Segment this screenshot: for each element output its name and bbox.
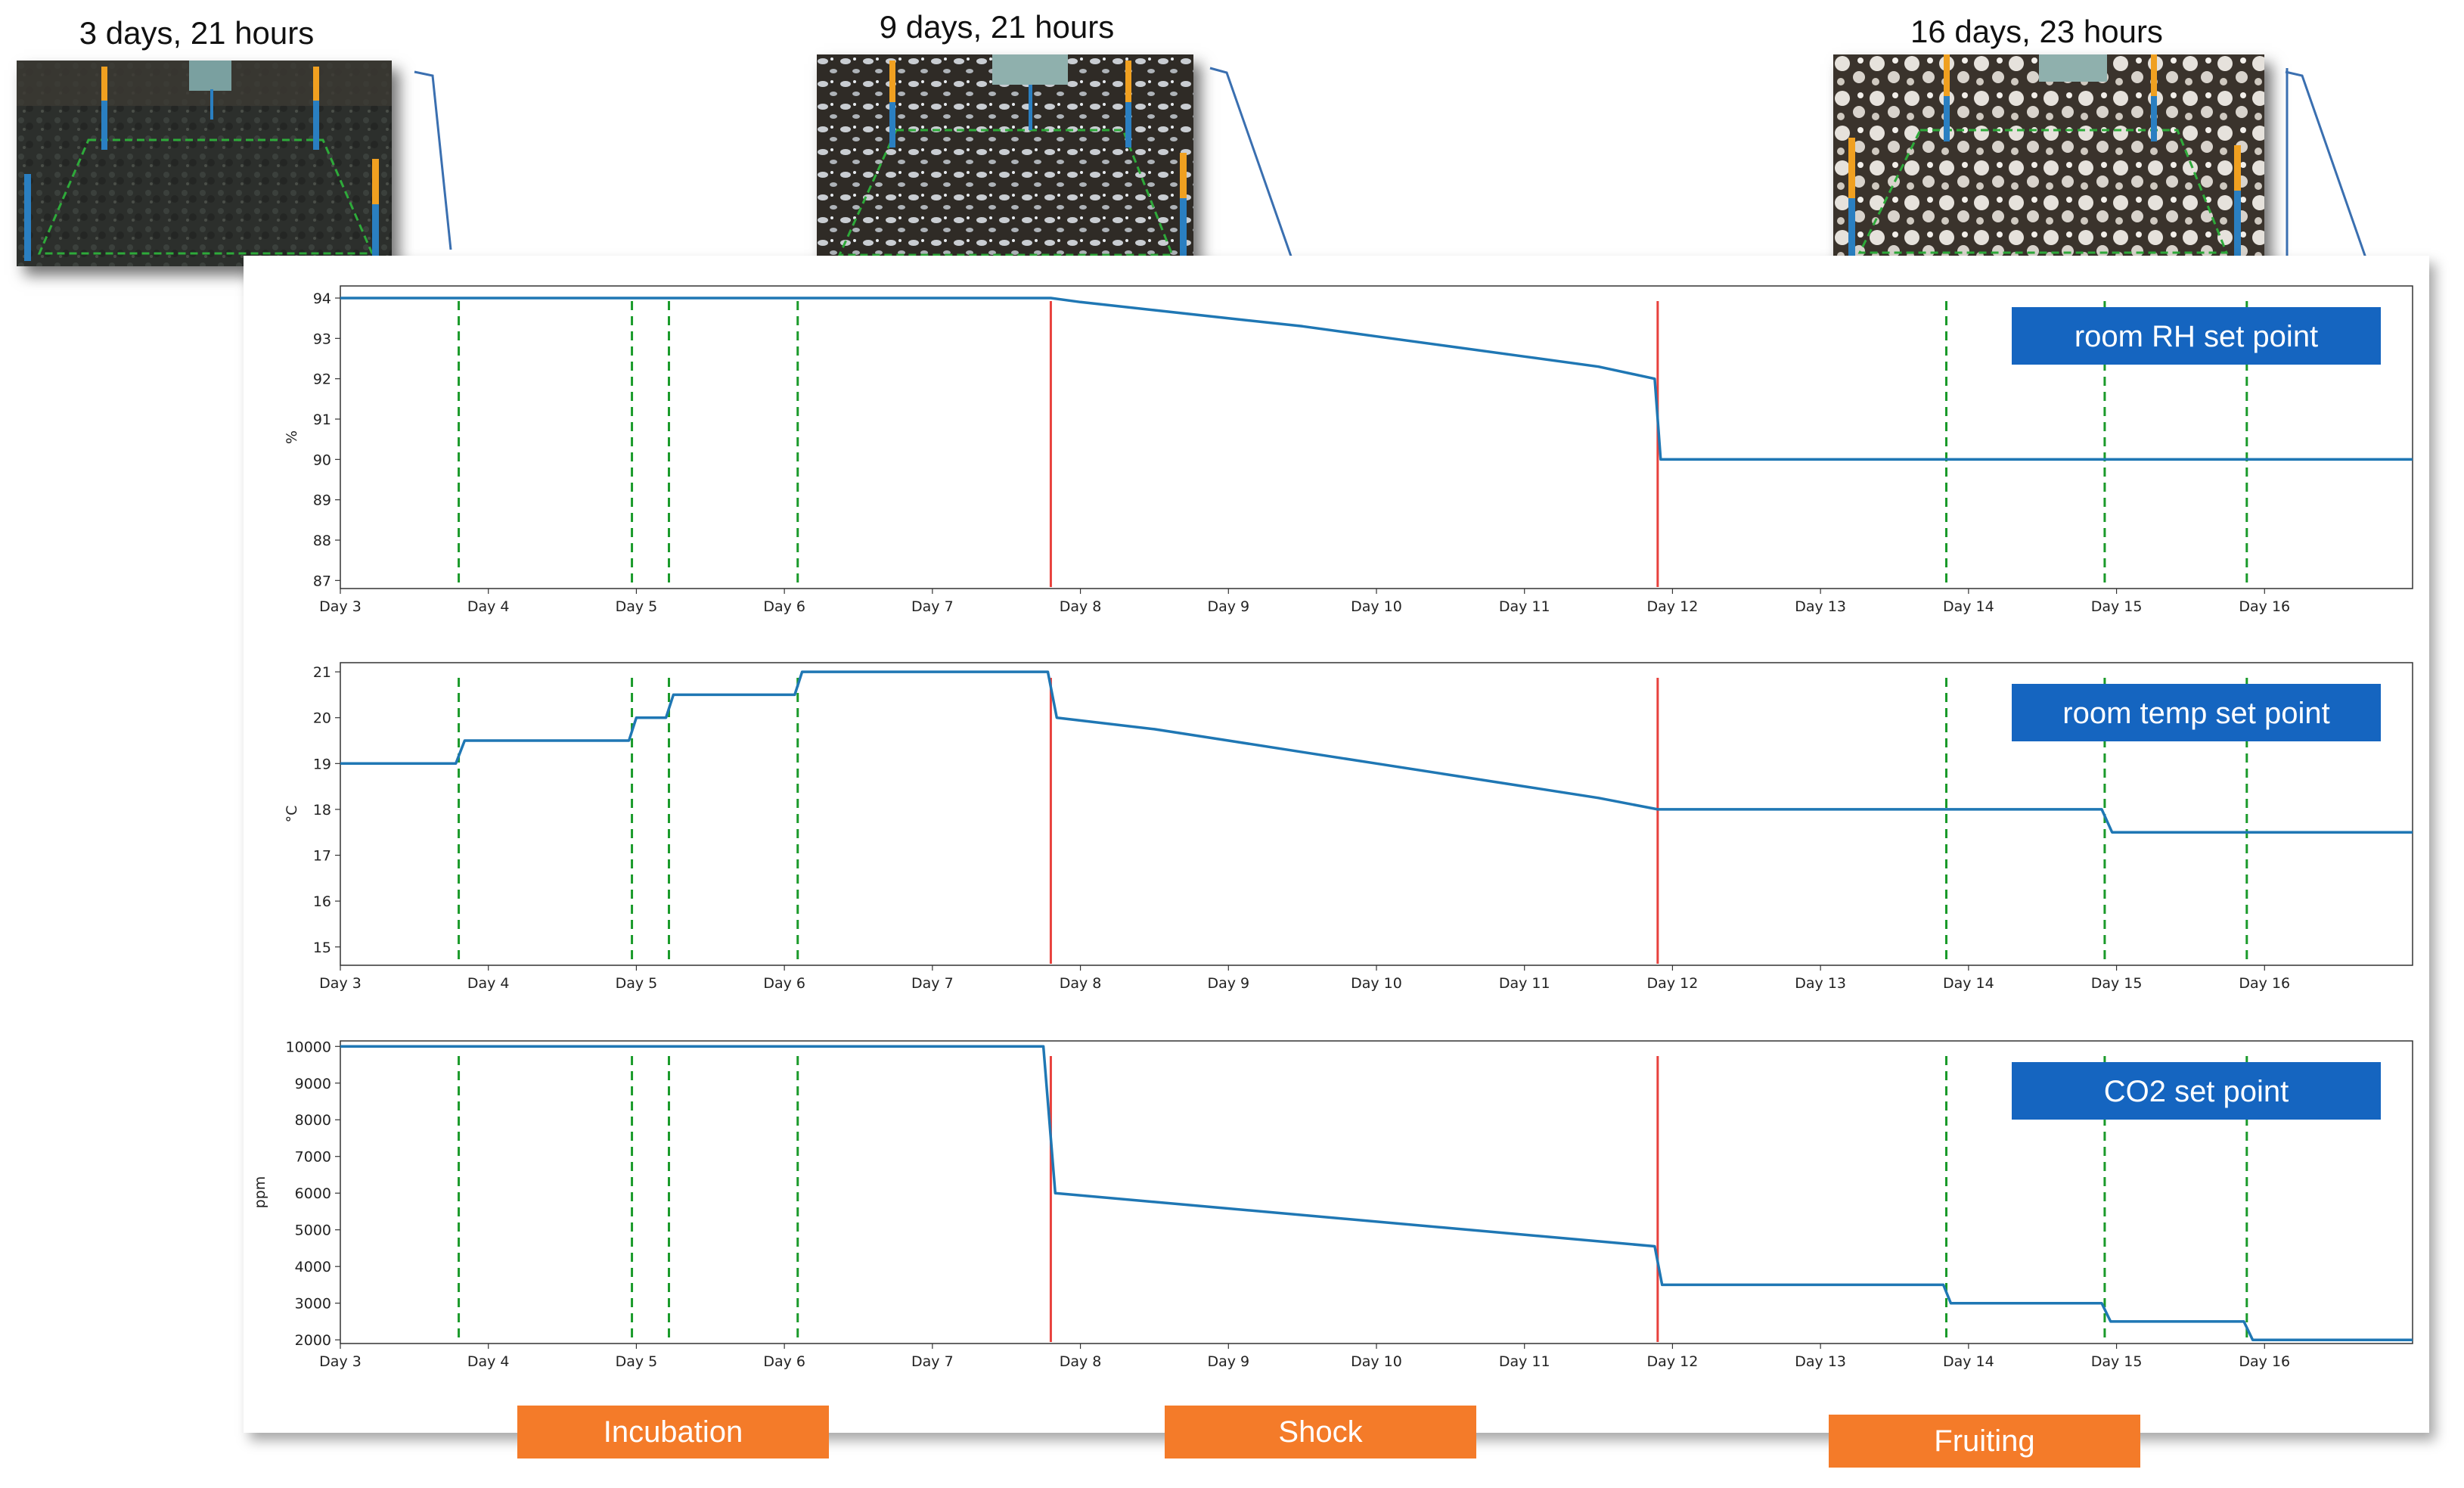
x-tick-label: Day 4 (467, 1353, 510, 1370)
y-tick-label: 21 (313, 664, 331, 681)
y-tick-label: 92 (313, 371, 331, 388)
setpoint-badge-label: room temp set point (2062, 697, 2330, 730)
y-tick-label: 7000 (295, 1149, 331, 1166)
x-tick-label: Day 6 (763, 975, 805, 992)
setpoint-charts: Day 3 Day 4 Day 5 Day 6 Day 7 Day 8 Day 9 Day 1… (252, 285, 2413, 1370)
x-tick-label: Day 11 (1499, 1353, 1550, 1370)
setpoint-series-line (340, 297, 2413, 461)
y-tick-label: 6000 (295, 1185, 331, 1202)
connector-2 (1209, 67, 1301, 281)
y-tick-label: 87 (313, 573, 331, 589)
x-tick-label: Day 12 (1647, 598, 1699, 615)
y-axis-label: % (284, 430, 300, 444)
x-tick-label: Day 9 (1207, 1353, 1249, 1370)
y-tick-label: 90 (313, 452, 331, 468)
x-tick-label: Day 4 (467, 975, 510, 992)
y-tick-label: 94 (313, 290, 331, 307)
x-tick-label: Day 15 (2091, 598, 2143, 615)
photo-label-3: 16 days, 23 hours (1910, 14, 2163, 49)
x-tick-label: Day 9 (1207, 975, 1249, 992)
phase-incubation: Incubation (517, 1406, 829, 1458)
x-tick-label: Day 13 (1795, 598, 1846, 615)
x-tick-label: Day 10 (1351, 1353, 1402, 1370)
y-tick-label: 8000 (295, 1112, 331, 1129)
x-tick-label: Day 8 (1060, 598, 1102, 615)
connector-1 (414, 70, 452, 250)
x-tick-label: Day 14 (1943, 1353, 1994, 1370)
x-tick-label: Day 9 (1207, 598, 1249, 615)
x-tick-label: Day 6 (763, 598, 805, 615)
x-tick-label: Day 12 (1647, 975, 1699, 992)
setpoint-badge (2012, 684, 2381, 741)
y-tick-label: 19 (313, 756, 331, 772)
setpoint-badge (2012, 307, 2381, 365)
x-tick-label: Day 7 (911, 598, 954, 615)
x-tick-label: Day 3 (319, 1353, 362, 1370)
setpoint-series-line (340, 670, 2413, 834)
setpoint-badge-label: CO2 set point (2104, 1075, 2289, 1108)
y-tick-label: 15 (313, 940, 331, 956)
y-tick-label: 2000 (295, 1332, 331, 1349)
chart-panel: Day 3 Day 4 Day 5 Day 6 Day 7 Day 8 Day 9 Day 1… (244, 256, 2429, 1433)
y-tick-label: 4000 (295, 1259, 331, 1275)
x-tick-label: Day 10 (1351, 598, 1402, 615)
setpoint-badge-label: room RH set point (2075, 320, 2318, 353)
photo-label-2: 9 days, 21 hours (879, 9, 1115, 45)
y-tick-label: 3000 (295, 1296, 331, 1312)
mushroom-bed-photo-day9 (817, 54, 1193, 265)
y-tick-label: 88 (313, 533, 331, 549)
y-tick-label: 20 (313, 710, 331, 727)
photo-label-1: 3 days, 21 hours (79, 15, 315, 51)
setpoint-badge (2012, 1062, 2381, 1120)
x-tick-label: Day 3 (319, 975, 362, 992)
y-tick-label: 9000 (295, 1076, 331, 1092)
x-tick-label: Day 14 (1943, 598, 1994, 615)
y-tick-label: 91 (313, 412, 331, 428)
x-tick-label: Day 5 (616, 975, 658, 992)
y-axis-label: ppm (252, 1176, 268, 1209)
x-tick-label: Day 11 (1499, 598, 1550, 615)
x-tick-label: Day 13 (1795, 975, 1846, 992)
x-tick-label: Day 16 (2239, 975, 2290, 992)
y-tick-label: 89 (313, 492, 331, 509)
x-tick-label: Day 13 (1795, 1353, 1846, 1370)
x-tick-label: Day 5 (616, 598, 658, 615)
x-tick-label: Day 15 (2091, 975, 2143, 992)
mushroom-bed-photo-day16 (1833, 54, 2264, 268)
x-tick-label: Day 11 (1499, 975, 1550, 992)
setpoint-series-line (340, 1045, 2413, 1341)
phase-shock: Shock (1165, 1406, 1476, 1458)
x-tick-label: Day 10 (1351, 975, 1402, 992)
x-tick-label: Day 8 (1060, 975, 1102, 992)
x-tick-label: Day 8 (1060, 1353, 1102, 1370)
y-tick-label: 5000 (295, 1222, 331, 1239)
x-tick-label: Day 3 (319, 598, 362, 615)
chart-1: Day 3 Day 4 Day 5 Day 6 Day 7 Day 8 Day 9 Day 1… (284, 285, 2413, 615)
y-tick-label: 93 (313, 331, 331, 347)
chart-2: Day 3 Day 4 Day 5 Day 6 Day 7 Day 8 Day 9 Day 1… (284, 662, 2413, 992)
y-tick-label: 10000 (286, 1039, 331, 1055)
x-tick-label: Day 16 (2239, 598, 2290, 615)
x-tick-label: Day 5 (616, 1353, 658, 1370)
x-tick-label: Day 4 (467, 598, 510, 615)
y-tick-label: 17 (313, 848, 331, 865)
y-tick-label: 16 (313, 893, 331, 910)
x-tick-label: Day 16 (2239, 1353, 2290, 1370)
x-tick-label: Day 14 (1943, 975, 1994, 992)
phase-fruiting: Fruiting (1829, 1415, 2140, 1468)
x-tick-label: Day 7 (911, 1353, 954, 1370)
y-axis-label: °C (284, 806, 300, 823)
mushroom-bed-photo-day3 (17, 61, 392, 266)
x-tick-label: Day 12 (1647, 1353, 1699, 1370)
x-tick-label: Day 7 (911, 975, 954, 992)
chart-3: Day 3 Day 4 Day 5 Day 6 Day 7 Day 8 Day 9 Day 1… (252, 1039, 2413, 1370)
x-tick-label: Day 15 (2091, 1353, 2143, 1370)
y-tick-label: 18 (313, 802, 331, 819)
connector-3 (2285, 70, 2376, 284)
x-tick-label: Day 6 (763, 1353, 805, 1370)
